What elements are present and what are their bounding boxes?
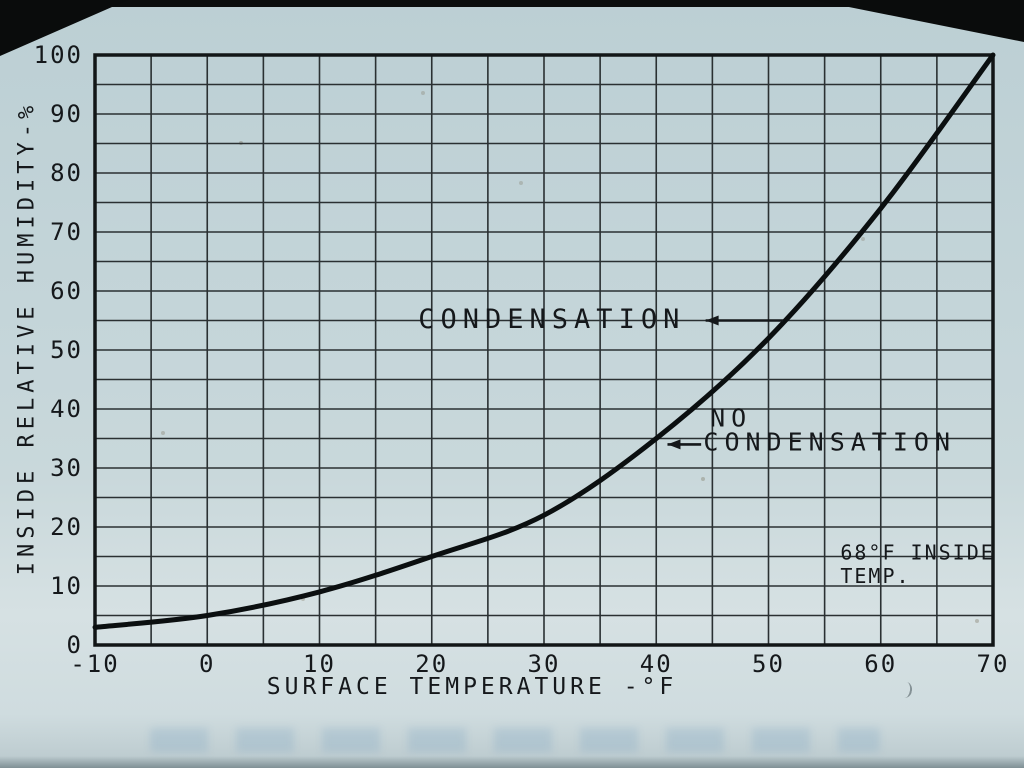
- y-tick-label: 90: [50, 100, 83, 128]
- y-tick-label: 50: [50, 336, 83, 364]
- y-tick-label: 10: [50, 572, 83, 600]
- x-tick-label: 0: [199, 650, 215, 678]
- inside-temp-note-line2: TEMP.: [840, 564, 910, 588]
- y-axis-title: INSIDE RELATIVE HUMIDITY-%: [14, 100, 40, 576]
- plot-border: [93, 53, 995, 647]
- x-tick-label: 40: [640, 650, 673, 678]
- condensation-label: CONDENSATION: [418, 304, 685, 335]
- y-tick-label: 0: [67, 631, 83, 659]
- x-tick-label: -10: [70, 650, 119, 678]
- y-tick-label: 40: [50, 395, 83, 423]
- inside-temp-note-line1: 68°F INSIDE: [840, 540, 994, 564]
- x-tick-label: 20: [415, 650, 448, 678]
- x-tick-label: 50: [752, 650, 785, 678]
- no-condensation-arrow-head: [667, 439, 681, 450]
- no-condensation-label-line1: NO: [710, 404, 752, 433]
- y-tick-label: 30: [50, 454, 83, 482]
- no-condensation-label-line2: CONDENSATION: [703, 427, 956, 456]
- x-tick-label: 70: [977, 650, 1010, 678]
- faint-ghost-text: [150, 728, 880, 752]
- x-tick-label: 10: [303, 650, 336, 678]
- condensation-arrow-head: [705, 315, 719, 326]
- photo-edge-bottom: [0, 756, 1024, 768]
- photo-edge-top: [0, 0, 1024, 7]
- y-tick-label: 60: [50, 277, 83, 305]
- y-tick-label: 70: [50, 218, 83, 246]
- y-tick-label: 80: [50, 159, 83, 187]
- condensation-curve: [92, 52, 996, 630]
- y-tick-label: 20: [50, 513, 83, 541]
- x-tick-label: 60: [864, 650, 897, 678]
- x-axis-title: SURFACE TEMPERATURE -°F: [266, 674, 678, 700]
- x-tick-label: 30: [528, 650, 561, 678]
- y-tick-label: 100: [34, 41, 83, 69]
